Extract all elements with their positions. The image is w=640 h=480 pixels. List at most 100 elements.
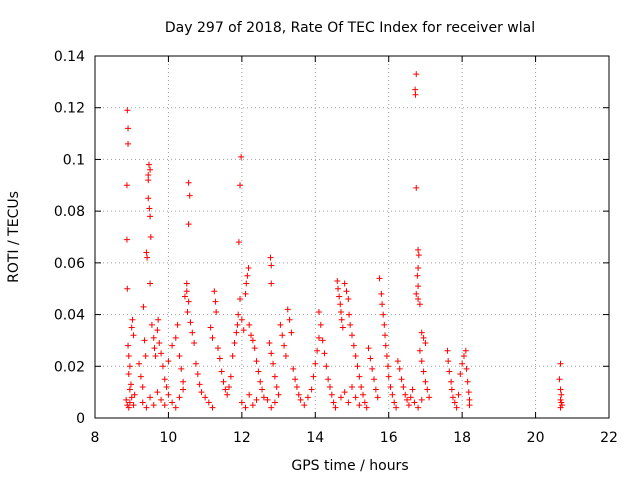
data-point — [382, 332, 389, 339]
data-point — [237, 182, 244, 189]
data-point — [334, 277, 341, 284]
data-point — [415, 246, 422, 253]
data-point — [238, 316, 245, 323]
data-point — [156, 340, 163, 347]
data-point — [140, 303, 147, 310]
chart-title: Day 297 of 2018, Rate Of TEC Index for r… — [165, 20, 535, 36]
data-point — [123, 182, 130, 189]
data-point — [379, 301, 386, 308]
data-point — [183, 280, 190, 287]
data-point — [126, 363, 133, 370]
data-point — [416, 301, 423, 308]
data-point — [356, 373, 363, 380]
data-point — [367, 355, 374, 362]
data-point — [341, 389, 348, 396]
data-point — [151, 345, 158, 352]
data-point — [407, 394, 414, 401]
data-point — [123, 396, 130, 403]
data-point — [416, 347, 423, 354]
data-point — [128, 324, 135, 331]
data-point — [449, 394, 456, 401]
data-point — [412, 86, 419, 93]
data-point — [147, 394, 154, 401]
data-point — [185, 298, 192, 305]
data-point — [453, 404, 460, 411]
data-point — [124, 285, 131, 292]
data-point — [464, 378, 471, 385]
data-point — [205, 399, 212, 406]
data-point — [147, 280, 154, 287]
data-point — [139, 399, 146, 406]
data-point — [420, 368, 427, 375]
data-point — [249, 402, 256, 409]
data-point — [384, 363, 391, 370]
data-point — [152, 352, 159, 359]
data-point — [413, 184, 420, 191]
data-point — [455, 391, 462, 398]
data-point — [459, 360, 466, 367]
data-point — [220, 378, 227, 385]
data-point — [358, 383, 365, 390]
data-point — [405, 402, 412, 409]
data-point — [328, 391, 335, 398]
data-point — [139, 383, 146, 390]
data-point — [337, 301, 344, 308]
data-point — [192, 360, 199, 367]
data-point — [125, 404, 132, 411]
data-point — [150, 334, 157, 341]
data-point — [253, 396, 260, 403]
data-point — [174, 321, 181, 328]
data-point — [415, 265, 422, 272]
data-point — [213, 308, 220, 315]
data-point — [409, 386, 416, 393]
data-point — [163, 383, 170, 390]
data-point — [361, 399, 368, 406]
data-point — [226, 383, 233, 390]
data-point — [326, 383, 333, 390]
data-point — [284, 306, 291, 313]
y-tick-label: 0.06 — [54, 256, 85, 272]
data-point — [137, 373, 144, 380]
data-point — [238, 399, 245, 406]
data-point — [268, 262, 275, 269]
data-point — [158, 396, 165, 403]
data-point — [413, 290, 420, 297]
data-point — [323, 363, 330, 370]
data-point — [244, 272, 251, 279]
data-point — [338, 316, 345, 323]
data-point — [462, 347, 469, 354]
y-tick-label: 0.12 — [54, 101, 85, 117]
data-point — [418, 396, 425, 403]
data-point — [286, 316, 293, 323]
data-point — [356, 402, 363, 409]
data-point — [155, 316, 162, 323]
data-point — [426, 394, 433, 401]
data-point — [466, 402, 473, 409]
data-point — [415, 404, 422, 411]
data-point — [222, 386, 229, 393]
data-point — [451, 399, 458, 406]
data-point — [415, 296, 422, 303]
data-point — [267, 254, 274, 261]
data-point — [557, 404, 564, 411]
data-point — [198, 389, 205, 396]
data-point — [125, 342, 132, 349]
data-point — [350, 342, 357, 349]
data-point — [246, 391, 253, 398]
data-point — [259, 386, 266, 393]
data-point — [227, 373, 234, 380]
data-points — [123, 71, 566, 411]
data-point — [211, 288, 218, 295]
data-point — [172, 404, 179, 411]
data-point — [444, 347, 451, 354]
data-point — [165, 358, 172, 365]
data-point — [150, 402, 157, 409]
data-point — [184, 308, 191, 315]
data-point — [281, 342, 288, 349]
data-point — [349, 332, 355, 339]
data-point — [159, 363, 166, 370]
data-point — [148, 321, 155, 328]
data-point — [557, 386, 564, 393]
y-tick-label: 0.14 — [54, 49, 85, 65]
x-tick-label: 22 — [600, 430, 618, 446]
